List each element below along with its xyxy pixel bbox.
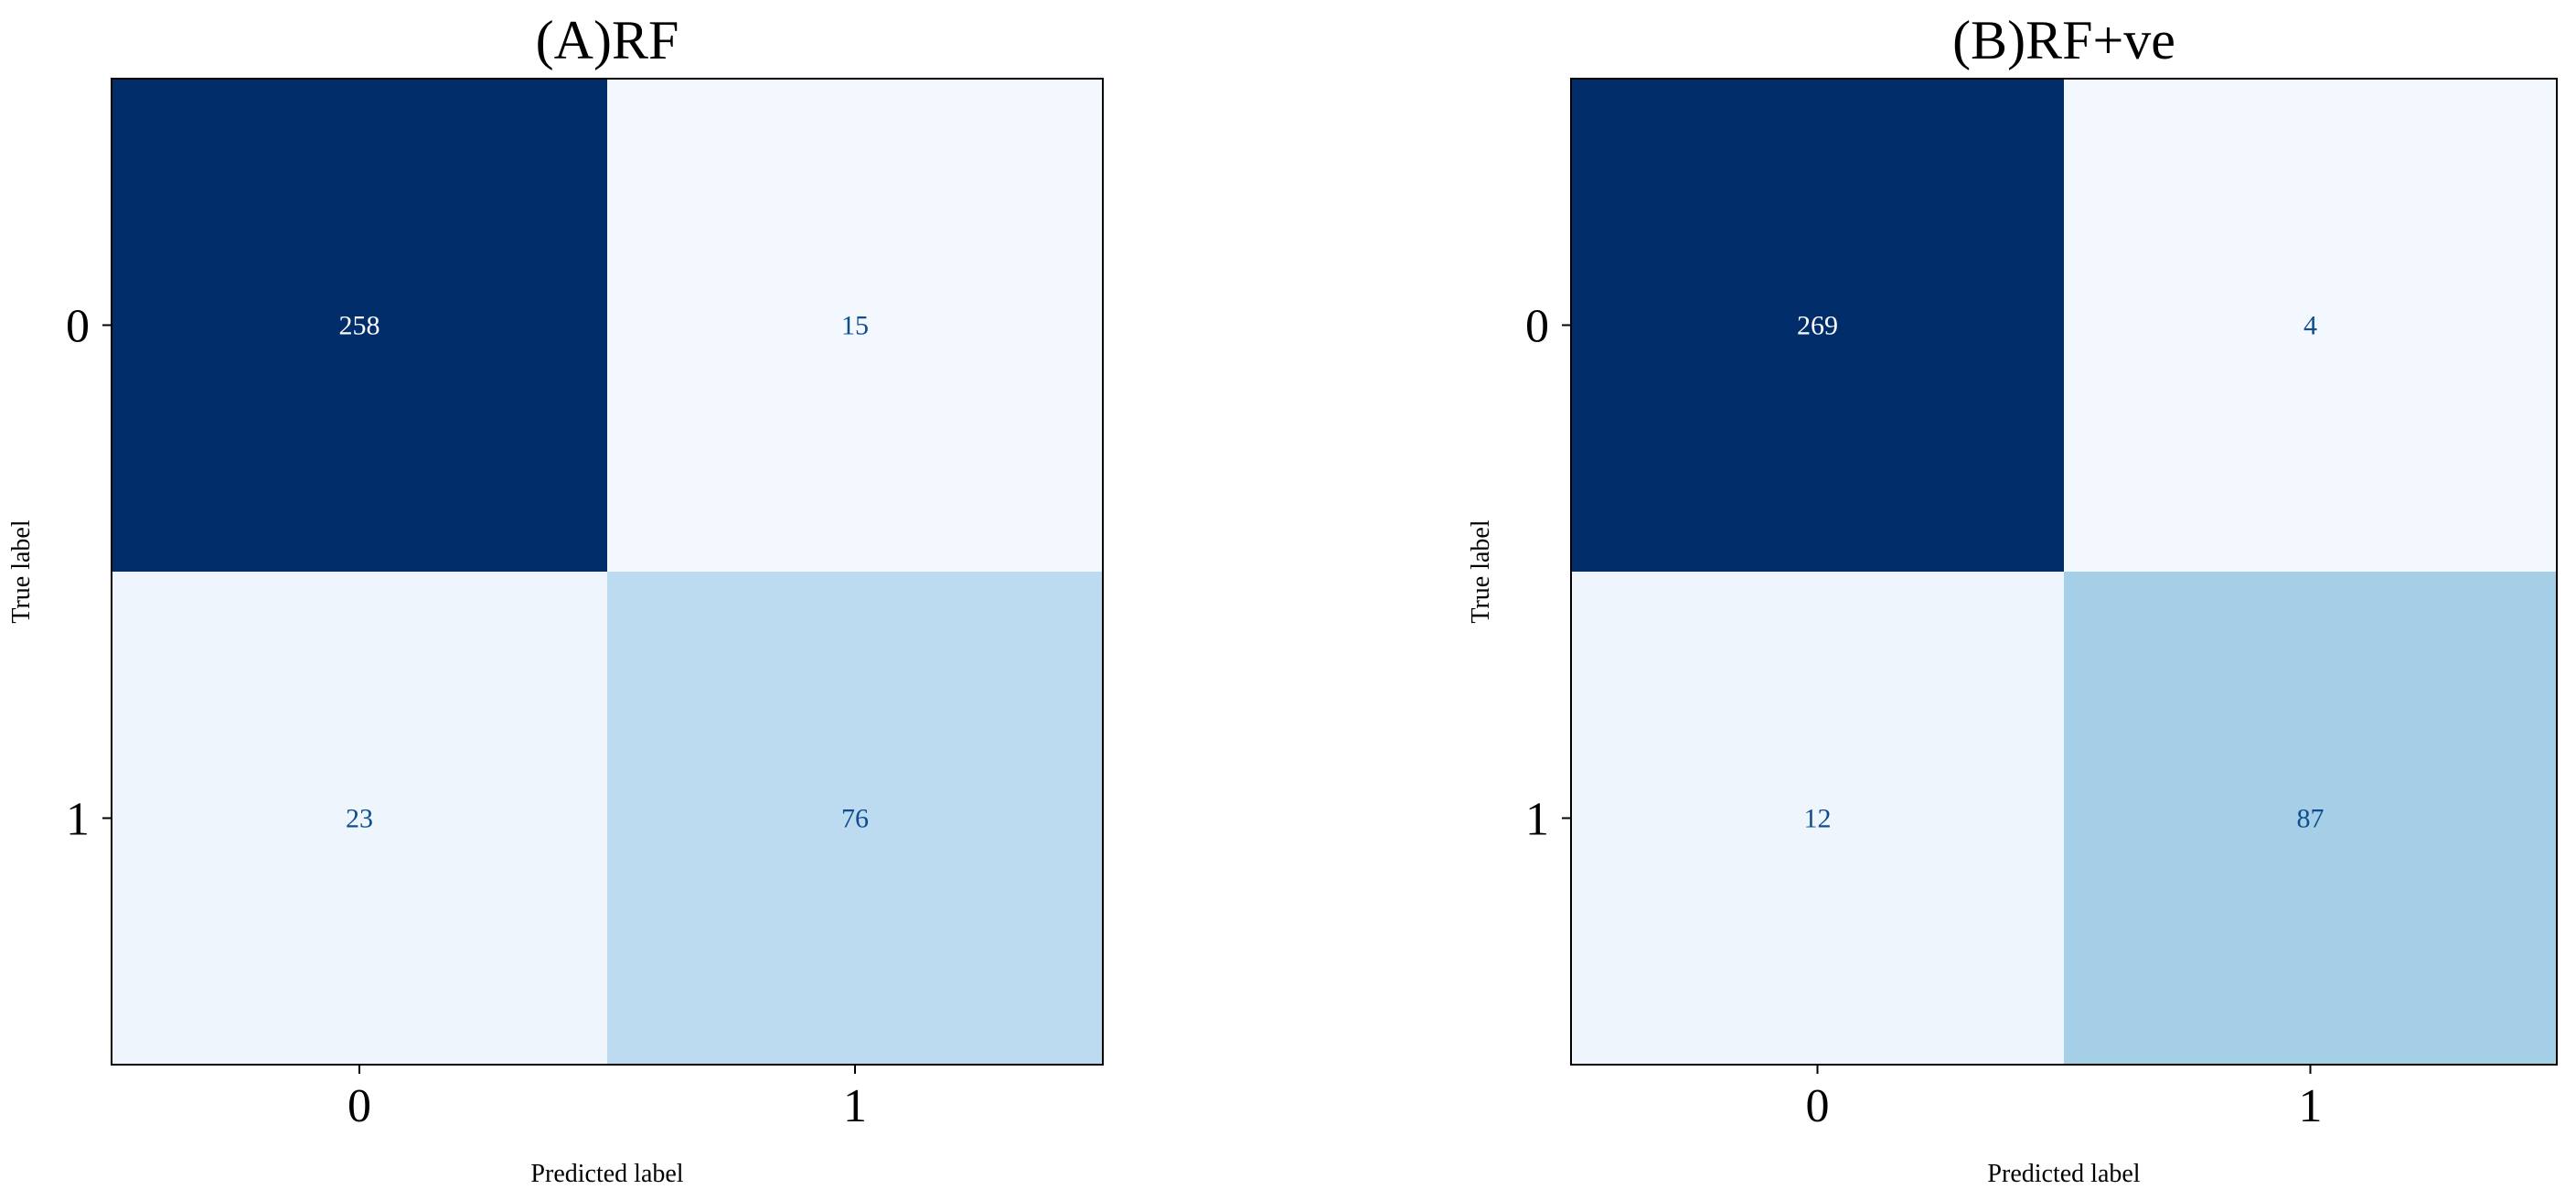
y-tick-label: 1 [66,794,90,846]
plot-frame [111,78,1104,1066]
cell-value-label: 4 [2303,311,2317,341]
x-axis-label: Predicted label [530,1160,683,1188]
heatmap-cell [2064,572,2557,1065]
cell-value-label: 76 [841,804,869,834]
y-axis-label: True label [1467,520,1495,624]
cell-value-label: 87 [2297,804,2325,834]
cell-value-label: 23 [346,804,373,834]
x-tick-label: 0 [1806,1080,1830,1132]
heatmap-cell [2064,79,2557,572]
plot-frame [1570,78,2558,1066]
cell-value-label: 269 [1797,311,1838,341]
cell-value-label: 258 [339,311,380,341]
y-tick-label: 0 [1525,301,1549,353]
heatmap-cell [1571,572,2064,1065]
panel-title: (A)RF [536,10,679,70]
heatmap-cell [112,572,607,1065]
cell-value-label: 12 [1804,804,1832,834]
heatmap-cell [607,572,1103,1065]
x-tick-label: 0 [347,1080,371,1132]
y-tick-label: 0 [66,301,90,353]
panel-title: (B)RF+ve [1952,10,2175,70]
confusion-matrix-panel: (B)RF+ve 269 4 12 87 0 1 0 1 Predicted label True … [1467,10,2558,1188]
x-tick-label: 1 [2299,1080,2323,1132]
confusion-matrix-panel: (A)RF 258 15 23 76 0 1 0 1 Predicted label True la… [7,10,1104,1188]
heatmap-cell [112,79,607,572]
x-tick-label: 1 [843,1080,867,1132]
heatmap-cell [607,79,1103,572]
y-axis-label: True label [7,520,36,624]
x-axis-label: Predicted label [1987,1160,2140,1188]
y-tick-label: 1 [1525,794,1549,846]
heatmap-cell [1571,79,2064,572]
cell-value-label: 15 [841,311,869,341]
